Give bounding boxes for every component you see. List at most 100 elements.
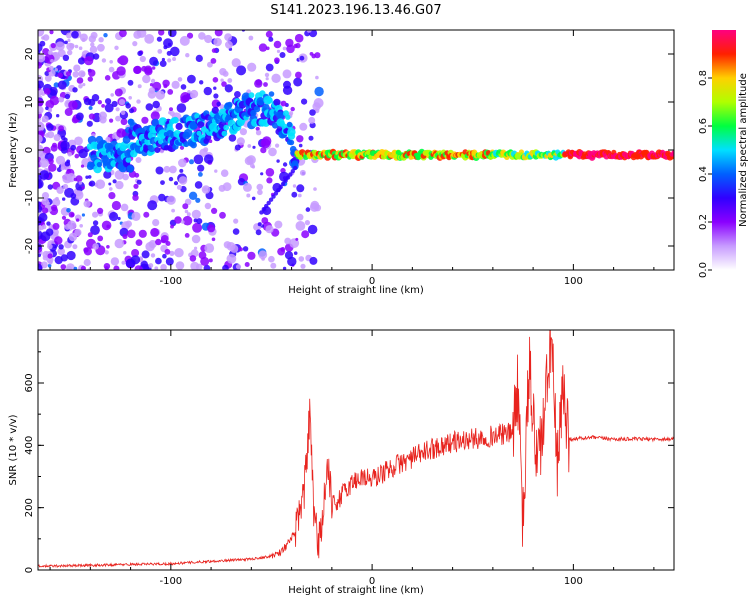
heatmap-cell — [186, 212, 191, 217]
heatmap-cell — [147, 200, 158, 211]
heatmap-cell — [38, 54, 46, 63]
heatmap-cell — [219, 68, 227, 76]
heatmap-cell — [263, 82, 268, 87]
heatmap-cell — [116, 66, 126, 76]
heatmap-cell — [252, 145, 256, 149]
heatmap-cell — [108, 182, 112, 186]
heatmap-cell — [83, 247, 92, 256]
heatmap-cell — [83, 200, 91, 208]
heatmap-cell — [115, 115, 121, 122]
heatmap-cell — [53, 82, 59, 88]
heatmap-cell — [225, 40, 233, 49]
heatmap-cell — [274, 220, 283, 229]
heatmap-cell — [194, 181, 203, 189]
heatmap-cell — [248, 92, 255, 99]
heatmap-cell — [314, 86, 324, 97]
heatmap-cell — [286, 121, 293, 128]
heatmap-cell — [314, 204, 322, 212]
heatmap-cell — [66, 250, 76, 261]
heatmap-cell — [132, 194, 139, 201]
heatmap-cell — [101, 104, 105, 108]
heatmap-cell — [150, 78, 156, 84]
heatmap-cell — [108, 192, 116, 200]
heatmap-cell — [42, 34, 50, 41]
heatmap-cell — [295, 71, 302, 79]
heatmap-cell — [211, 106, 219, 114]
spectrogram-x-axis-label: Height of straight line (km) — [288, 285, 424, 296]
heatmap-cell — [166, 50, 172, 56]
heatmap-cell — [87, 175, 92, 179]
heatmap-cell — [49, 65, 54, 71]
heatmap-cell — [184, 209, 189, 214]
x-tick-label: 0 — [369, 576, 375, 587]
heatmap-cell — [74, 44, 79, 49]
heatmap-cell — [257, 189, 263, 196]
colorbar-ticks: 0.0 0.2 0.4 0.6 0.8 — [698, 70, 712, 278]
heatmap-cell — [299, 55, 305, 61]
heatmap-cell — [80, 164, 85, 168]
heatmap-cell — [78, 181, 83, 185]
heatmap-cell — [291, 191, 298, 198]
heatmap-cell — [42, 207, 49, 214]
heatmap-cell — [259, 210, 264, 215]
heatmap-cell — [285, 175, 291, 180]
heatmap-cell — [47, 158, 54, 165]
heatmap-cell — [125, 258, 136, 268]
heatmap-cell — [120, 110, 126, 116]
heatmap-cell — [73, 266, 78, 270]
heatmap-cell — [167, 58, 172, 63]
heatmap-cell — [60, 254, 68, 262]
heatmap-cell — [57, 247, 65, 256]
heatmap-cell — [235, 264, 242, 270]
heatmap-cell — [300, 263, 306, 269]
heatmap-cell — [88, 69, 96, 77]
heatmap-cell — [284, 251, 294, 260]
heatmap-cell — [296, 184, 305, 193]
heatmap-cell — [92, 53, 100, 60]
heatmap-cell — [131, 211, 141, 221]
heatmap-cell — [43, 88, 51, 95]
heatmap-cell — [204, 34, 213, 44]
heatmap-cell — [200, 256, 210, 266]
heatmap-cell — [221, 81, 227, 87]
heatmap-cell — [81, 213, 85, 217]
heatmap-cell — [70, 193, 77, 199]
heatmap-cell — [197, 121, 205, 129]
heatmap-cell — [49, 95, 60, 106]
heatmap-cell — [62, 183, 69, 190]
heatmap-cell — [142, 74, 151, 84]
heatmap-cell — [189, 159, 194, 165]
heatmap-cell — [296, 213, 304, 221]
heatmap-cell — [38, 180, 43, 189]
heatmap-cell — [144, 34, 155, 44]
heatmap-cell — [301, 230, 310, 239]
heatmap-cell — [180, 84, 187, 90]
heatmap-cell — [253, 105, 261, 113]
heatmap-cell — [246, 193, 251, 198]
heatmap-cell — [299, 122, 308, 131]
heatmap-cell — [271, 73, 281, 84]
heatmap-cell — [74, 228, 82, 236]
heatmap-cell — [266, 46, 270, 51]
heatmap-cell — [213, 37, 222, 47]
heatmap-cell — [38, 150, 44, 157]
heatmap-cell — [247, 144, 252, 148]
heatmap-cell — [39, 40, 46, 47]
heatmap-cell — [66, 71, 72, 77]
heatmap-cell — [306, 30, 312, 33]
heatmap-cell — [242, 182, 252, 192]
heatmap-cell — [158, 193, 166, 202]
heatmap-cell — [83, 258, 91, 267]
heatmap-cell — [152, 66, 156, 70]
heatmap-cell — [149, 56, 159, 66]
heatmap-cell — [309, 109, 316, 116]
heatmap-cell — [110, 257, 120, 266]
heatmap-cell — [42, 48, 50, 56]
heatmap-cell — [171, 208, 176, 213]
heatmap-cell — [38, 201, 42, 207]
heatmap-cell — [187, 90, 191, 94]
heatmap-cell — [119, 30, 127, 38]
heatmap-cell — [213, 86, 217, 90]
heatmap-cell — [47, 253, 53, 259]
heatmap-cell — [105, 136, 111, 143]
